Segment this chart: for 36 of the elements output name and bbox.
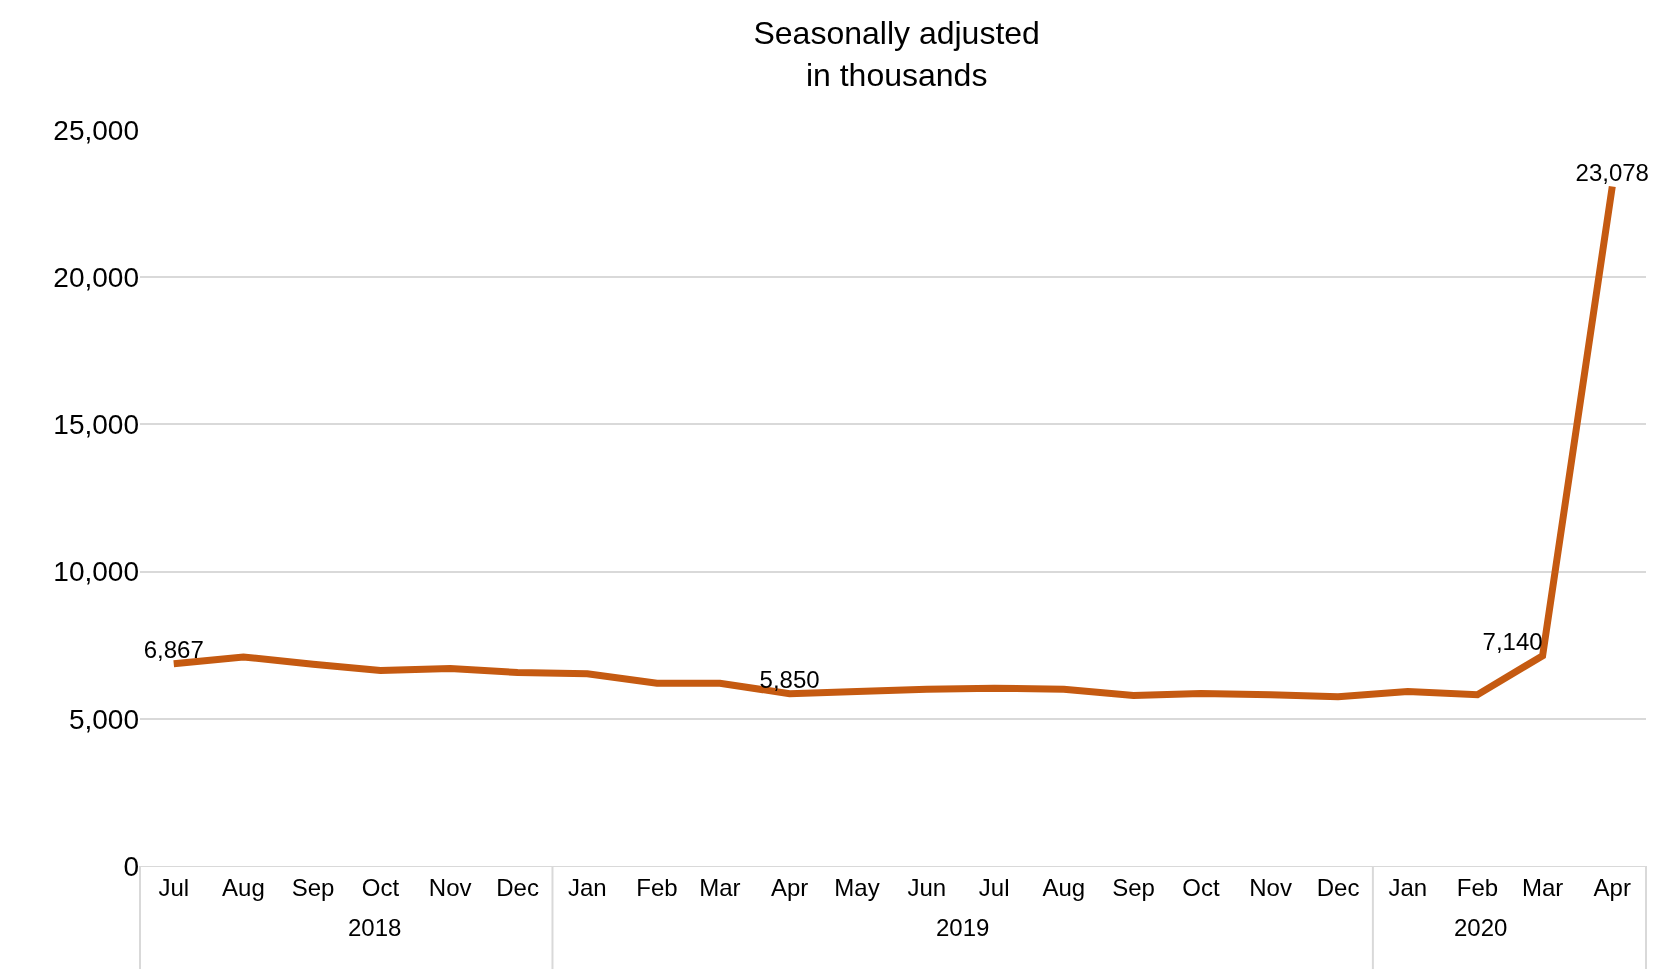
x-tick-label: Dec <box>1316 873 1360 901</box>
x-tick-label: Oct <box>361 873 400 901</box>
y-tick-label: 5,000 <box>68 703 139 735</box>
x-tick-label: Feb <box>636 873 678 901</box>
text: 2018 <box>348 914 402 941</box>
y-tick-label: 10,000 <box>53 556 139 588</box>
data-label: 6,867 <box>143 635 204 663</box>
x-tick-label: Sep <box>291 873 335 901</box>
x-tick-label: Jul <box>978 873 1010 901</box>
x-tick-label: Apr <box>770 873 809 901</box>
chart-title: Seasonally adjusted in thousands <box>753 14 1040 93</box>
y-tick-label: 0 <box>123 850 139 882</box>
text: 2019 <box>936 914 990 941</box>
x-tick-label: Sep <box>1112 873 1155 901</box>
x-tick-label: Dec <box>496 873 539 901</box>
data-label: 7,140 <box>1482 627 1543 655</box>
x-tick-label: Oct <box>1182 873 1220 901</box>
x-tick-label: Jun <box>907 873 947 901</box>
x-tick-label: May <box>834 873 880 901</box>
y-tick-label: 25,000 <box>53 114 139 146</box>
x-tick-label: Jan <box>567 873 607 901</box>
x-tick-label: Feb <box>1456 873 1499 901</box>
x-tick-label: Apr <box>1593 873 1631 901</box>
x-tick-label: Mar <box>1521 873 1564 901</box>
x-tick-label: Mar <box>699 873 741 901</box>
data-label: 5,850 <box>759 665 820 693</box>
x-tick-label: Nov <box>428 873 472 901</box>
x-tick-label: Nov <box>1249 873 1292 901</box>
y-tick-label: 15,000 <box>53 409 139 441</box>
text: 2020 <box>1454 914 1508 941</box>
x-tick-label: Jan <box>1388 873 1428 901</box>
x-tick-label: Aug <box>1042 873 1086 901</box>
x-tick-label: Aug <box>222 873 265 901</box>
x-tick-label: Jul <box>158 873 190 901</box>
data-label: 23,078 <box>1575 158 1649 186</box>
y-tick-label: 20,000 <box>53 262 139 293</box>
